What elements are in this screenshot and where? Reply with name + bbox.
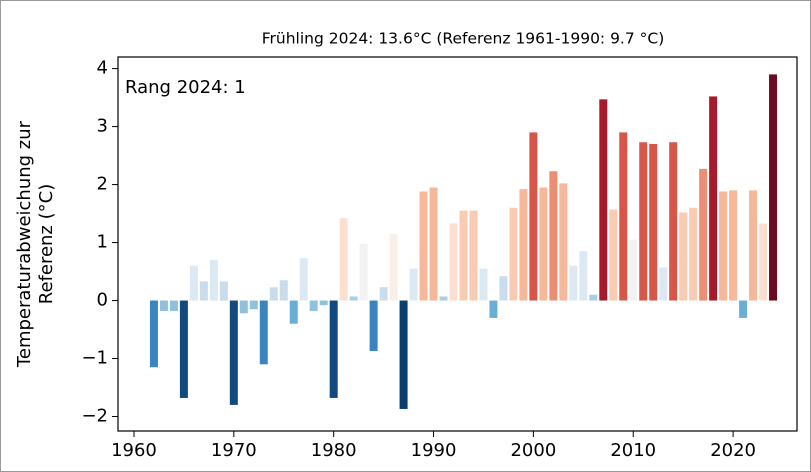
y-axis-label: Temperaturabweichung zur — [14, 120, 35, 368]
y-tick-label: 1 — [97, 232, 108, 253]
bar — [249, 300, 258, 310]
bar — [569, 265, 578, 301]
bar — [299, 258, 308, 301]
y-tick-label: 0 — [97, 290, 108, 311]
bar — [179, 300, 188, 398]
bar — [279, 280, 288, 301]
annotation: Rang 2024: 1 — [125, 77, 246, 98]
bar — [339, 218, 348, 301]
x-tick-label: 1990 — [411, 440, 457, 461]
bar — [259, 300, 268, 365]
bar — [739, 300, 748, 318]
y-tick-label: −2 — [81, 406, 108, 427]
x-tick-label: 1980 — [311, 440, 357, 461]
bar — [389, 233, 398, 301]
bar — [769, 74, 778, 301]
bar — [269, 287, 278, 301]
x-tick-label: 2000 — [510, 440, 556, 461]
x-tick-label: 1960 — [111, 440, 157, 461]
bar — [759, 223, 768, 301]
bar — [359, 243, 368, 301]
bar — [349, 296, 358, 301]
bar — [219, 281, 228, 301]
chart-title: Frühling 2024: 13.6°C (Referenz 1961-199… — [262, 30, 665, 48]
bar — [409, 268, 418, 301]
bar — [439, 296, 448, 301]
bar — [489, 300, 498, 318]
bar — [709, 96, 718, 301]
bar — [169, 300, 178, 311]
bar — [199, 281, 208, 301]
bar — [549, 171, 558, 301]
x-tick-label: 2020 — [710, 440, 756, 461]
bar — [519, 189, 528, 301]
bar — [189, 265, 198, 301]
bar — [469, 210, 478, 301]
bar — [669, 142, 678, 301]
bar — [309, 300, 318, 311]
bar — [649, 143, 658, 301]
bar — [459, 210, 468, 301]
bar — [319, 300, 328, 306]
x-tick-label: 2010 — [610, 440, 656, 461]
y-tick-label: −1 — [81, 348, 108, 369]
bar — [329, 300, 338, 398]
bar — [449, 223, 458, 301]
y-axis-label: Referenz (°C) — [36, 184, 57, 304]
bar — [229, 300, 238, 405]
bar — [639, 142, 648, 301]
bar — [149, 300, 158, 368]
plot-frame — [117, 56, 798, 432]
bar — [379, 287, 388, 301]
bar — [209, 259, 218, 301]
x-tick-label: 1970 — [211, 440, 257, 461]
bar — [509, 207, 518, 301]
bar — [719, 191, 728, 301]
bar — [539, 187, 548, 301]
bar — [559, 183, 568, 301]
bar — [289, 300, 298, 324]
bar — [419, 191, 428, 301]
bar — [599, 99, 608, 301]
bar — [369, 300, 378, 351]
bar — [629, 239, 638, 301]
bar — [729, 190, 738, 301]
bar — [679, 212, 688, 301]
bar — [609, 209, 618, 301]
bar — [749, 190, 758, 301]
bar — [659, 267, 668, 301]
bar — [159, 300, 168, 311]
bar — [619, 132, 628, 301]
bar — [399, 300, 408, 409]
bar — [689, 207, 698, 301]
bar — [579, 251, 588, 301]
y-tick-label: 2 — [97, 174, 108, 195]
bar — [529, 132, 538, 301]
bar — [499, 276, 508, 301]
y-tick-label: 4 — [97, 58, 108, 79]
bar — [429, 187, 438, 301]
bar — [479, 268, 488, 301]
bar — [239, 300, 248, 314]
y-tick-label: 3 — [97, 116, 108, 137]
bar — [589, 294, 598, 301]
bar — [699, 168, 708, 301]
